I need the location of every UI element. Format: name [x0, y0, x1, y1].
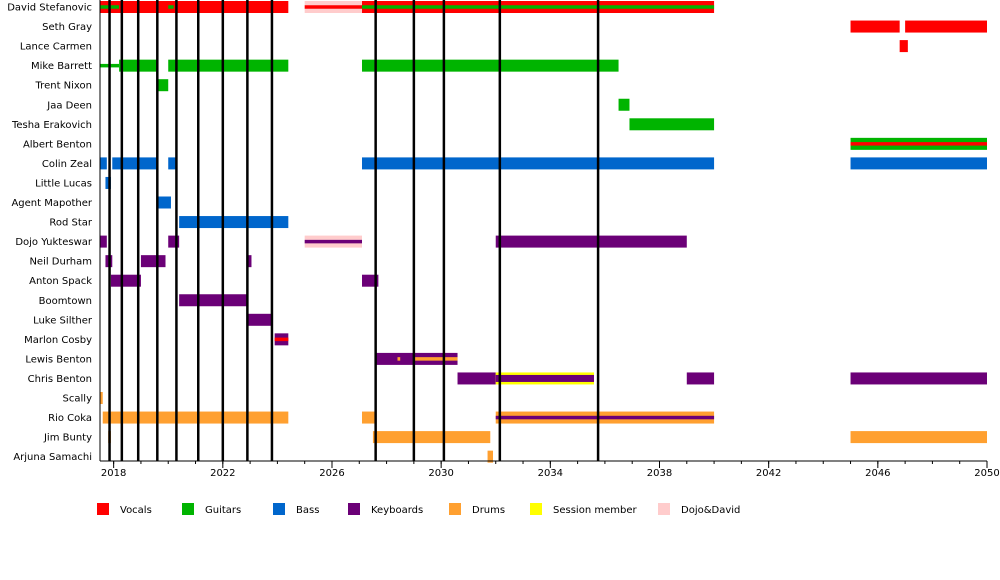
member-label-tesha-erakovich: Tesha Erakovich: [11, 120, 92, 131]
member-label-seth-gray: Seth Gray: [42, 22, 92, 33]
x-tick-label-2034: 2034: [538, 468, 563, 479]
bar-david-stefanovic-vocals-2: [304, 5, 363, 9]
member-label-arjuna-samachi: Arjuna Samachi: [13, 452, 92, 463]
bar-little-lucas-bass-0: [105, 176, 111, 189]
bar-david-stefanovic-guitars-5: [168, 5, 174, 9]
bar-seth-gray-vocals-0: [850, 20, 900, 33]
legend-swatch-keyboards: [348, 503, 360, 515]
bar-chris-benton-keyboards-2: [495, 374, 594, 382]
event-lines: [108, 0, 600, 461]
x-tick-label-2022: 2022: [210, 468, 235, 479]
bar-jaa-deen-guitars-0: [618, 98, 630, 111]
member-label-boomtown: Boomtown: [39, 296, 92, 307]
x-axis: 2018 2022 2026 2030 2034 2038 2042 2046 2050: [99, 0, 1000, 479]
member-label-jaa-deen: Jaa Deen: [46, 100, 92, 111]
member-label-albert-benton: Albert Benton: [23, 139, 92, 150]
member-label-little-lucas: Little Lucas: [35, 178, 92, 189]
bar-chris-benton-keyboards-0: [457, 372, 496, 385]
legend-swatch-session-member: [530, 503, 542, 515]
bar-david-stefanovic-guitars-6: [362, 5, 715, 9]
x-tick-label-2018: 2018: [101, 468, 126, 479]
bar-colin-zeal-bass-4: [850, 157, 987, 170]
member-label-agent-mapother: Agent Mapother: [11, 198, 92, 209]
member-bars: [100, 1, 987, 463]
member-label-rod-star: Rod Star: [49, 218, 93, 229]
bar-dojo-yukteswar-keyboards-1: [168, 235, 180, 248]
member-label-dojo-yukteswar: Dojo Yukteswar: [15, 237, 93, 248]
member-label-lance-carmen: Lance Carmen: [20, 42, 92, 53]
bar-anton-spack-keyboards-0: [110, 274, 141, 287]
bar-seth-gray-vocals-1: [905, 20, 987, 33]
legend-swatch-dojo-david: [658, 503, 670, 515]
member-label-anton-spack: Anton Spack: [29, 276, 92, 287]
legend-swatch-guitars: [182, 503, 194, 515]
bar-scally-drums-0: [100, 392, 103, 404]
bar-albert-benton-vocals-1: [850, 142, 987, 146]
bar-colin-zeal-bass-2: [168, 157, 177, 170]
legend-label-drums: Drums: [472, 505, 505, 516]
member-label-chris-benton: Chris Benton: [28, 374, 92, 385]
legend-label-bass: Bass: [296, 505, 319, 516]
bar-mike-barrett-guitars-3: [362, 59, 619, 72]
member-label-jim-bunty: Jim Bunty: [43, 433, 92, 444]
bar-boomtown-keyboards-0: [179, 294, 248, 307]
bar-rio-coka-keyboards-3: [495, 415, 715, 420]
bar-dojo-yukteswar-keyboards-0: [100, 235, 107, 248]
x-tick-label-2030: 2030: [428, 468, 453, 479]
bar-jim-bunty-drums-1: [372, 431, 491, 444]
bar-marlon-cosby-vocals-1: [274, 337, 289, 342]
bar-rio-coka-drums-0: [102, 411, 289, 424]
x-tick-label-2038: 2038: [647, 468, 672, 479]
bar-lewis-benton-drums-2: [397, 357, 401, 361]
legend-swatch-drums: [449, 503, 461, 515]
legend-label-session-member: Session member: [553, 505, 637, 516]
bar-neil-durham-keyboards-1: [140, 255, 166, 268]
member-label-rio-coka: Rio Coka: [48, 413, 92, 424]
member-label-neil-durham: Neil Durham: [29, 257, 92, 268]
bar-colin-zeal-bass-0: [100, 157, 107, 170]
bar-chris-benton-keyboards-4: [850, 372, 987, 385]
member-labels: David Stefanovic Seth Gray Lance Carmen Mik…: [7, 3, 93, 464]
member-label-trent-nixon: Trent Nixon: [35, 81, 92, 92]
bar-lance-carmen-vocals-0: [899, 40, 908, 53]
legend-label-dojo-david: Dojo&David: [681, 505, 740, 516]
legend: Vocals Guitars Bass Keyboards Drums Session m…: [97, 503, 740, 516]
legend-label-keyboards: Keyboards: [371, 505, 423, 516]
member-label-david-stefanovic: David Stefanovic: [7, 3, 92, 14]
bar-david-stefanovic-vocals-0: [100, 1, 289, 13]
legend-swatch-bass: [273, 503, 285, 515]
bar-luke-silther-keyboards-0: [247, 313, 272, 326]
bar-neil-durham-keyboards-2: [247, 255, 252, 268]
legend-label-guitars: Guitars: [205, 505, 241, 516]
member-label-colin-zeal: Colin Zeal: [42, 159, 92, 170]
bar-agent-mapother-bass-0: [157, 196, 171, 209]
bar-dojo-yukteswar-keyboards-3: [304, 239, 363, 244]
x-tick-label-2042: 2042: [756, 468, 781, 479]
x-tick-label-2050: 2050: [974, 468, 999, 479]
member-label-lewis-benton: Lewis Benton: [25, 354, 92, 365]
member-label-luke-silther: Luke Silther: [33, 315, 93, 326]
bar-rod-star-bass-0: [179, 216, 289, 229]
bar-dojo-yukteswar-keyboards-4: [495, 235, 687, 248]
bar-mike-barrett-guitars-2: [168, 59, 289, 72]
member-label-marlon-cosby: Marlon Cosby: [24, 335, 92, 346]
x-tick-label-2026: 2026: [319, 468, 344, 479]
bar-chris-benton-keyboards-3: [686, 372, 715, 385]
member-label-scally: Scally: [63, 394, 93, 405]
bar-jim-bunty-drums-2: [850, 431, 987, 444]
legend-swatch-vocals: [97, 503, 109, 515]
member-label-mike-barrett: Mike Barrett: [31, 61, 92, 72]
bar-trent-nixon-guitars-0: [157, 79, 169, 92]
bar-anton-spack-keyboards-1: [362, 274, 379, 287]
bar-colin-zeal-bass-1: [112, 157, 158, 170]
bar-arjuna-samachi-drums-0: [487, 450, 494, 463]
legend-label-vocals: Vocals: [120, 505, 152, 516]
bar-lewis-benton-drums-1: [413, 357, 458, 361]
bar-rio-coka-drums-1: [362, 411, 376, 424]
bar-colin-zeal-bass-3: [362, 157, 715, 170]
x-tick-label-2046: 2046: [865, 468, 890, 479]
bar-tesha-erakovich-guitars-0: [629, 118, 715, 131]
